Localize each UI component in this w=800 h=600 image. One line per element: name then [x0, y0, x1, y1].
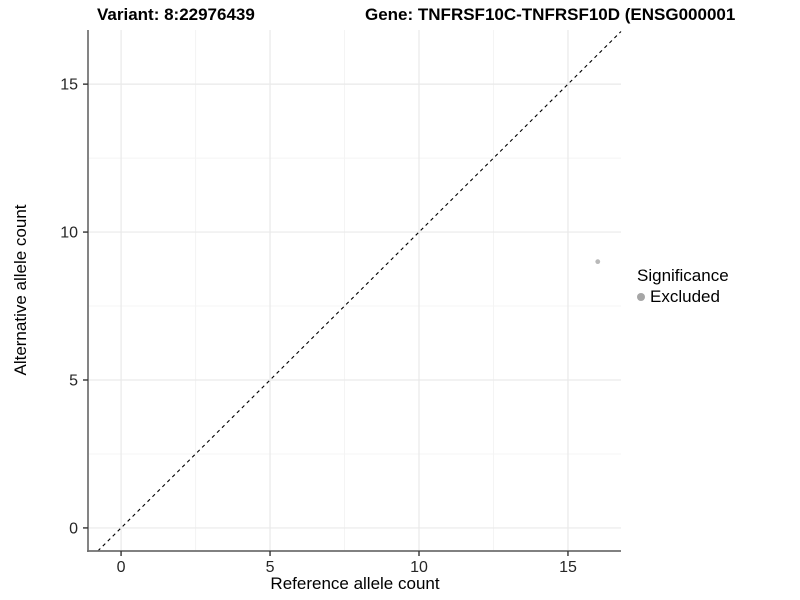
identity-dashed-line: [97, 31, 622, 552]
y-tick-label: 5: [69, 372, 78, 389]
legend-item-excluded: Excluded: [637, 287, 729, 307]
excluded-point-icon: [637, 293, 645, 301]
x-tick-label: 5: [266, 559, 275, 576]
legend: Significance Excluded: [637, 266, 729, 307]
x-tick-label: 0: [117, 559, 126, 576]
x-tick-label: 10: [410, 559, 428, 576]
y-tick-label: 10: [60, 225, 78, 242]
legend-title: Significance: [637, 266, 729, 285]
gene-title: Gene: TNFRSF10C-TNFRSF10D (ENSG000001: [365, 5, 736, 24]
x-axis-title: Reference allele count: [270, 574, 440, 593]
legend-item-label: Excluded: [650, 287, 720, 306]
y-tick-label: 0: [69, 520, 78, 537]
data-point: [595, 259, 601, 265]
y-axis-title: Alternative allele count: [11, 204, 30, 376]
x-tick-label: 15: [559, 559, 577, 576]
y-tick-label: 15: [60, 77, 78, 94]
variant-title: Variant: 8:22976439: [97, 5, 255, 24]
